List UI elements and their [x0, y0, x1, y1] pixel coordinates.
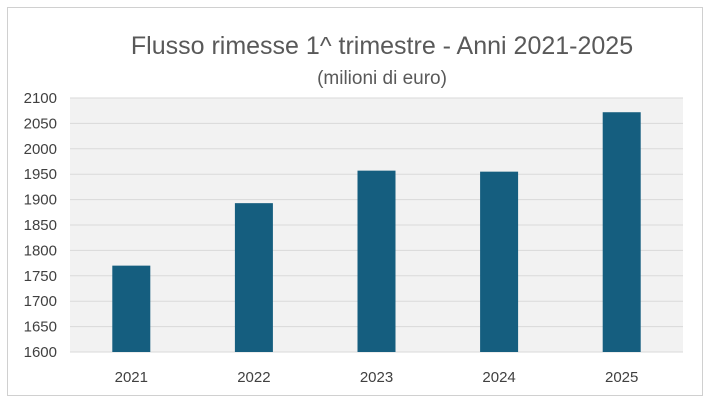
x-tick-label: 2025 — [605, 369, 638, 386]
bar-2022 — [234, 203, 273, 352]
bar-2021 — [112, 265, 151, 352]
y-tick-label: 1650 — [24, 319, 57, 336]
y-tick-label: 2050 — [24, 115, 57, 132]
x-tick-label: 2023 — [360, 369, 393, 386]
bar-2024 — [480, 171, 519, 352]
chart-subtitle: (milioni di euro) — [317, 68, 447, 89]
y-tick-label: 1700 — [24, 293, 57, 310]
y-axis-ticks: 1600 1650 1700 1750 1800 1850 1900 1950 2000 2050… — [24, 90, 57, 361]
y-tick-label: 1950 — [24, 166, 57, 183]
y-tick-label: 1800 — [24, 242, 57, 259]
y-tick-label: 2100 — [24, 90, 57, 107]
chart-title: Flusso rimesse 1^ trimestre - Anni 2021-… — [131, 32, 633, 60]
bar-2025 — [602, 112, 641, 352]
x-tick-label: 2022 — [237, 369, 270, 386]
x-tick-label: 2024 — [482, 369, 515, 386]
y-tick-label: 1900 — [24, 192, 57, 209]
y-tick-label: 1600 — [24, 344, 57, 361]
bar-2023 — [357, 170, 396, 352]
x-tick-label: 2021 — [115, 369, 148, 386]
bars — [112, 112, 641, 352]
y-tick-label: 1850 — [24, 217, 57, 234]
y-tick-label: 1750 — [24, 268, 57, 285]
y-tick-label: 2000 — [24, 141, 57, 158]
x-axis-ticks: 2021 2022 2023 2024 2025 — [115, 369, 639, 386]
